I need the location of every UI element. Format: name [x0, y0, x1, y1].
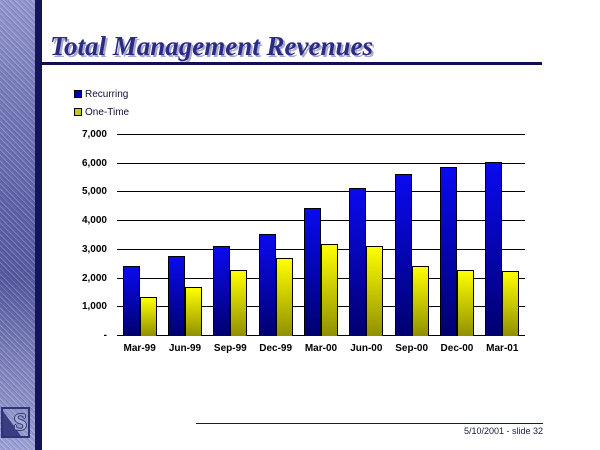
title-underline — [40, 62, 542, 65]
gridline-4000 — [117, 220, 525, 222]
bar-one-time-Sep-00 — [411, 265, 429, 336]
bar-group-Sep-00 — [389, 135, 434, 336]
legend-item-recurring: Recurring — [74, 85, 129, 103]
sidebar-navy-stripe — [35, 0, 42, 450]
bar-recurring-Mar-99 — [122, 265, 140, 336]
bar-recurring-Sep-00 — [394, 173, 412, 336]
y-tick-label: 4,000 — [81, 215, 107, 227]
bar-recurring-Dec-00 — [439, 166, 457, 336]
bar-recurring-Mar-00 — [303, 208, 321, 336]
x-tick-label-Dec-00: Dec-00 — [440, 343, 474, 354]
x-tick-label-Dec-99: Dec-99 — [259, 343, 293, 354]
bar-group-Dec-00 — [434, 135, 479, 336]
bar-one-time-Jun-99 — [184, 287, 202, 336]
y-tick-label: 6,000 — [81, 157, 107, 169]
gridline-7000 — [117, 134, 525, 135]
bar-one-time-Mar-01 — [502, 271, 520, 336]
company-logo: S — [1, 407, 30, 438]
sidebar-gradient-band — [0, 0, 35, 450]
bar-recurring-Dec-99 — [258, 234, 276, 336]
recurring-swatch-icon — [74, 90, 82, 98]
x-tick-label-Sep-99: Sep-99 — [213, 343, 247, 354]
y-tick-label: 2,000 — [81, 272, 107, 284]
legend-label: One-Time — [85, 106, 130, 118]
bar-one-time-Mar-99 — [139, 297, 157, 336]
footer-divider — [196, 423, 543, 424]
one-time-swatch-icon — [74, 108, 82, 116]
bar-group-Mar-00 — [298, 135, 343, 336]
bar-recurring-Jun-00 — [349, 188, 367, 336]
bar-group-Mar-99 — [117, 135, 162, 336]
bar-series-container — [117, 135, 525, 336]
x-tick-label-Sep-00: Sep-00 — [395, 343, 429, 354]
bar-group-Dec-99 — [253, 135, 298, 336]
y-tick-label: 3,000 — [81, 243, 107, 255]
legend-item-one-time: One-Time — [74, 103, 129, 121]
bar-one-time-Dec-00 — [456, 269, 474, 336]
slide-title: Total Management Revenues — [50, 31, 374, 61]
bar-one-time-Dec-99 — [275, 258, 293, 336]
y-tick-label: 7,000 — [81, 129, 107, 140]
bar-one-time-Jun-00 — [366, 245, 384, 336]
x-tick-label-Jun-99: Jun-99 — [168, 343, 202, 354]
logo-letter: S — [13, 410, 27, 436]
gridline-5000 — [117, 191, 525, 193]
bar-group-Jun-99 — [162, 135, 207, 336]
bar-one-time-Sep-99 — [230, 269, 248, 336]
bar-group-Mar-01 — [480, 135, 525, 336]
bar-group-Jun-00 — [344, 135, 389, 336]
y-axis-tick-labels: 7,000 6,000 5,000 4,000 3,000 2,000 1,000 - — [40, 129, 107, 341]
x-tick-label-Mar-01: Mar-01 — [486, 343, 519, 354]
y-tick-label: 5,000 — [81, 186, 107, 198]
gridline-6000 — [117, 162, 525, 164]
y-tick-label: - — [103, 330, 107, 341]
footer-date-slide-number: 5/10/2001 - slide 32 — [463, 426, 543, 436]
bar-recurring-Jun-99 — [167, 255, 185, 336]
bar-recurring-Sep-99 — [213, 245, 231, 336]
x-tick-label-Jun-00: Jun-00 — [350, 343, 383, 354]
legend-label: Recurring — [85, 88, 129, 100]
bar-group-Sep-99 — [208, 135, 253, 336]
x-tick-label-Mar-99: Mar-99 — [123, 343, 156, 354]
bar-recurring-Mar-01 — [485, 162, 503, 336]
chart-legend: Recurring One-Time — [74, 85, 129, 121]
bar-one-time-Mar-00 — [320, 244, 338, 336]
y-tick-label: 1,000 — [81, 301, 107, 313]
x-tick-label-Mar-00: Mar-00 — [304, 343, 338, 354]
x-axis-tick-labels: Mar-99 Jun-99 Sep-99 Dec-99 Mar-00 Jun-00 Sep-… — [117, 343, 525, 354]
